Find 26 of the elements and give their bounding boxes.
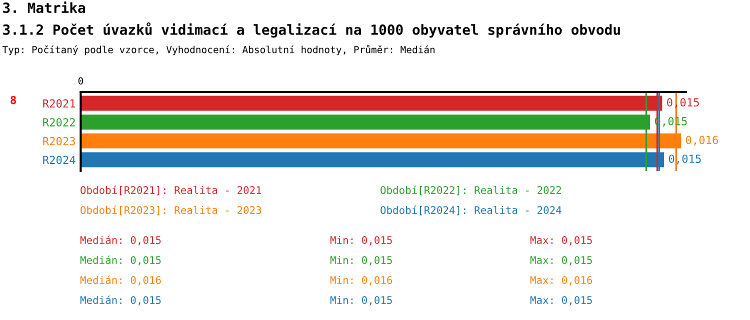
- text: Medián: 0,015: [80, 256, 161, 266]
- chart-subtitle: 3.1.2 Počet úvazků vidimací a legalizací na 1000 obyvatel správního obvodu: [3, 22, 620, 38]
- text: Min: 0,015: [330, 256, 392, 266]
- text: Období[R2023]: Realita - 2023: [80, 206, 262, 216]
- text: Medián: 0,016: [80, 276, 161, 286]
- text: Min: 0,016: [330, 276, 392, 286]
- text: Max: 0,015: [530, 256, 592, 266]
- text: Období[R2024]: Realita - 2024: [380, 206, 562, 216]
- text: 8: [10, 96, 16, 104]
- y-tick-label: R2021: [43, 99, 76, 108]
- y-tick-label: R2024: [43, 156, 76, 164]
- text: Max: 0,016: [530, 276, 592, 286]
- text: Min: 0,015: [330, 236, 392, 246]
- text: Max: 0,015: [530, 236, 592, 246]
- y-tick-label: R2022: [43, 118, 75, 127]
- data-label: 0,016: [686, 136, 718, 146]
- chart-title: 3. Matrika: [3, 2, 86, 14]
- text: 0: [78, 77, 83, 85]
- text: Min: 0,015: [330, 296, 392, 306]
- text: Typ: Počítaný podle vzorce, Vyhodnocení: Absolutní hodnoty, Průměr: Medián: [2, 44, 435, 56]
- text: Medián: 0,015: [80, 296, 161, 306]
- y-tick-label: R2023: [43, 136, 76, 146]
- text: Medián: 0,015: [80, 236, 161, 246]
- text: Max: 0,015: [530, 296, 592, 306]
- text: Období[R2022]: Realita - 2022: [380, 186, 561, 196]
- text: Období[R2021]: Realita - 2021: [80, 186, 262, 196]
